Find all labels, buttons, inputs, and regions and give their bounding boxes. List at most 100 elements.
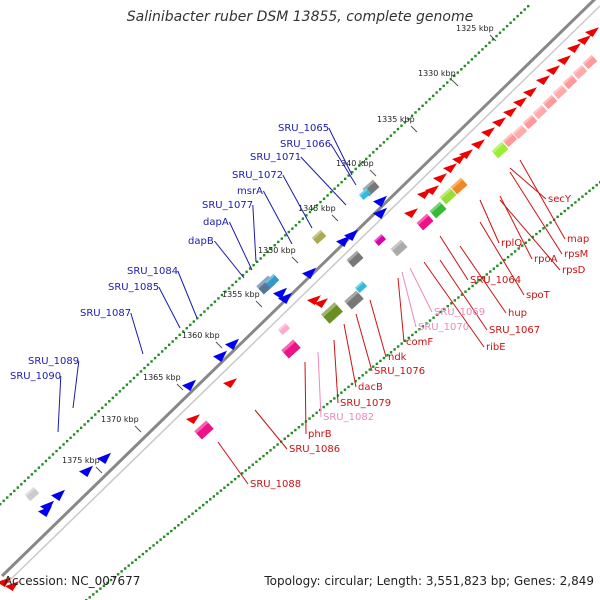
forward-gene-label: SRU_1072 <box>232 170 283 181</box>
gene-block-shine <box>552 84 564 95</box>
outer-tick-dot <box>62 443 65 446</box>
inner-tick-dot <box>99 587 102 590</box>
forward-gene-label: SRU_1089 <box>28 356 79 367</box>
inner-tick-dot <box>347 385 350 389</box>
outer-tick-dot <box>0 503 2 506</box>
gene-block-shine <box>439 187 452 200</box>
inner-tick-dot <box>506 255 510 259</box>
inner-tick-dot <box>127 564 130 567</box>
inner-tick-dot <box>318 408 322 412</box>
gene-block-body <box>532 104 548 120</box>
reverse-gene-arrow <box>523 87 537 97</box>
reverse-leader-line <box>333 339 339 404</box>
forward-leader-line <box>328 127 353 176</box>
gene-block-shine <box>311 229 323 240</box>
outer-tick-dot <box>509 21 512 24</box>
outer-tick-dot <box>87 420 90 423</box>
gene-block <box>344 290 364 310</box>
outer-tick-dot <box>58 446 62 449</box>
gene-block-body <box>311 229 327 245</box>
gene-block-shine <box>354 281 364 290</box>
outer-tick-dot <box>206 307 210 310</box>
inner-tick-dot <box>563 209 566 213</box>
gene-block <box>277 323 291 335</box>
gene-block-body <box>358 188 372 200</box>
outer-tick-dot <box>516 14 519 18</box>
forward-gene-arrow <box>40 500 54 512</box>
inner-tick-dot <box>535 232 538 236</box>
inner-tick-dot <box>333 397 336 400</box>
outer-tick-dot <box>90 416 93 420</box>
inner-tick-dot <box>393 348 396 351</box>
inner-tick-dot <box>287 434 290 438</box>
outer-tick-dot <box>488 41 491 44</box>
gene-block <box>450 177 468 195</box>
gene-block-shine <box>344 290 359 304</box>
outer-tick-dot <box>301 217 305 220</box>
reverse-gene-label: spoT <box>526 290 551 301</box>
outer-tick-dot <box>203 310 206 313</box>
outer-tick-dot <box>396 127 400 131</box>
gene-block-shine <box>491 141 504 154</box>
gene-block-shine <box>362 179 375 192</box>
outer-tick-dot <box>224 290 227 293</box>
tick-mark <box>451 79 459 87</box>
inner-tick-dot <box>116 573 120 576</box>
forward-gene-arrow <box>38 505 52 517</box>
forward-gene-arrow <box>97 452 111 464</box>
outer-tick-dot <box>111 396 115 400</box>
outer-tick-dot <box>41 463 44 466</box>
outer-tick-dot <box>319 200 322 204</box>
inner-tick-dot <box>205 500 208 504</box>
reverse-gene-arrow <box>513 97 527 107</box>
reverse-gene-label: SRU_1076 <box>374 366 425 377</box>
inner-tick-dot <box>400 342 403 345</box>
reverse-gene-label: SRU_1067 <box>489 325 540 336</box>
reverse-leader-line <box>509 167 547 200</box>
tick-label: 1360 kbp <box>182 331 220 340</box>
gene-block-body <box>542 94 558 110</box>
forward-leader-line <box>228 221 253 271</box>
outer-tick-dot <box>139 370 143 373</box>
outer-tick-dot <box>143 366 146 370</box>
inner-tick-dot <box>180 521 184 524</box>
reverse-gene-label: comF <box>406 337 433 348</box>
reverse-gene-label: SRU_1079 <box>340 398 391 409</box>
outer-tick-dot <box>477 51 481 54</box>
outer-tick-dot <box>241 273 245 277</box>
gene-block-body <box>354 281 368 293</box>
reverse-leader-line <box>499 199 561 271</box>
inner-tick-dot <box>404 339 407 342</box>
inner-tick-dot <box>315 411 318 415</box>
reverse-gene-arrow <box>433 173 447 183</box>
outer-tick-dot <box>171 340 174 343</box>
inner-tick-dot <box>177 524 180 527</box>
inner-tick-dot <box>276 443 279 446</box>
outer-tick-dot <box>523 8 526 11</box>
inner-tick-dot <box>269 449 272 452</box>
inner-tick-dot <box>588 189 591 193</box>
tick-label: 1345 kbp <box>298 204 336 213</box>
gene-block-body <box>390 239 408 257</box>
inner-tick-dot <box>439 310 442 314</box>
gene-block-shine <box>512 124 524 135</box>
gene-block-shine <box>277 323 287 332</box>
gene-block-shine <box>264 273 276 284</box>
gene-block-shine <box>532 104 544 115</box>
gene-block-shine <box>24 486 36 497</box>
inner-tick-dot <box>326 402 329 406</box>
outer-tick-dot <box>505 24 509 28</box>
outer-tick-dot <box>481 48 484 51</box>
inner-tick-dot <box>343 388 347 391</box>
reverse-gene-label: hup <box>508 308 527 319</box>
inner-tick-dot <box>106 581 109 585</box>
reverse-gene-arrow <box>404 208 418 218</box>
label-layer: SRU_1065 SRU_1066 SRU_1071 SRU_1072 msrA SRU_… <box>10 123 589 490</box>
inner-tick-dot <box>365 371 368 374</box>
leader-line-layer <box>57 127 566 485</box>
inner-tick-dot <box>545 224 549 227</box>
gene-block-body <box>344 290 364 310</box>
inner-tick-dot <box>92 593 95 596</box>
outer-tick-dot <box>122 386 125 390</box>
forward-gene-arrow <box>373 195 387 207</box>
